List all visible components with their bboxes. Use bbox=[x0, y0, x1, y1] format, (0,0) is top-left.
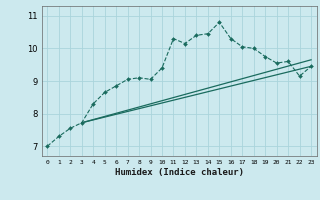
X-axis label: Humidex (Indice chaleur): Humidex (Indice chaleur) bbox=[115, 168, 244, 177]
